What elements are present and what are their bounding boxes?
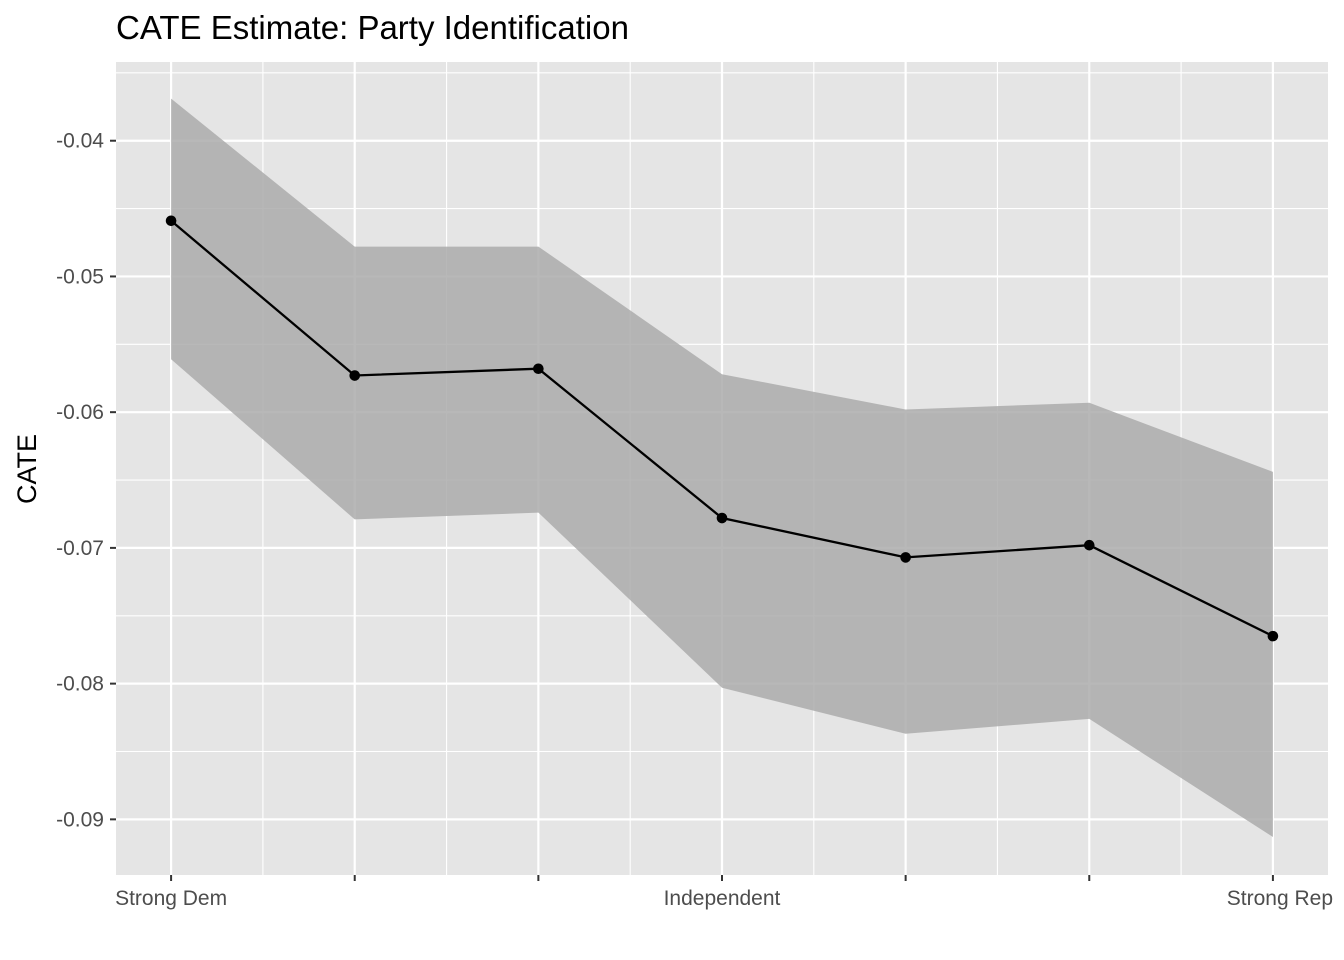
x-tick-label: Independent [664,887,781,910]
confidence-ribbon [171,98,1273,838]
y-tick-label: -0.05 [56,265,104,288]
data-point [716,512,728,524]
y-axis: -0.04 -0.05 -0.06 -0.07 -0.08 -0.09 [56,130,116,831]
y-axis-label: CATE [12,434,42,504]
y-tick-label: -0.09 [56,808,104,831]
data-point [349,370,361,381]
y-tick-label: -0.07 [56,537,104,560]
x-tick-label: Strong Rep [1227,887,1333,910]
y-tick-label: -0.04 [56,130,104,153]
x-axis: Strong Dem Independent Strong Rep [115,875,1333,910]
cate-points [165,215,1279,642]
y-tick-label: -0.06 [56,401,104,424]
data-point [1083,539,1095,551]
y-tick-label: -0.08 [56,673,104,696]
data-point [900,552,911,563]
data-point [165,215,177,227]
x-tick-label: Strong Dem [115,887,227,910]
data-point [1267,630,1279,642]
data-point [533,363,544,375]
chart-title: CATE Estimate: Party Identification [116,9,629,46]
